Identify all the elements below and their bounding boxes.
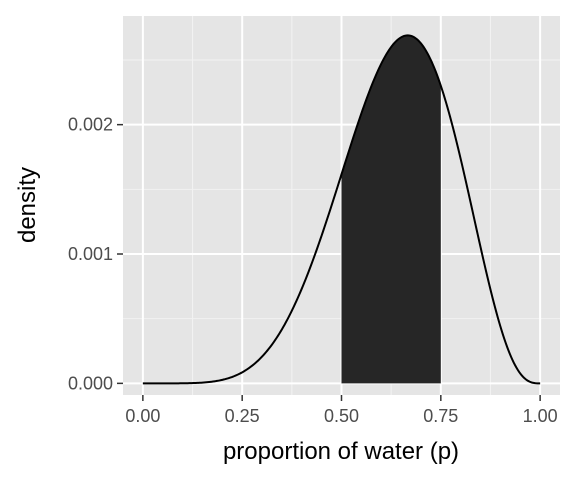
density-curve	[142, 34, 541, 385]
y-axis: 0.000 0.001 0.002	[68, 115, 123, 393]
shaded-interval-area	[341, 35, 441, 384]
y-tick-label: 0.002	[68, 115, 113, 135]
x-tick-label: 1.00	[523, 406, 558, 426]
y-tick-label: 0.000	[68, 373, 113, 393]
y-tick-label: 0.001	[68, 244, 113, 264]
x-tick-label: 0.75	[423, 406, 458, 426]
x-tick-label: 0.00	[125, 406, 160, 426]
y-axis-title: density	[14, 167, 41, 243]
x-tick-label: 0.50	[324, 406, 359, 426]
x-axis: 0.00 0.25 0.50 0.75 1.00	[125, 395, 558, 426]
x-axis-title: proportion of water (p)	[223, 438, 459, 465]
x-tick-label: 0.25	[225, 406, 260, 426]
